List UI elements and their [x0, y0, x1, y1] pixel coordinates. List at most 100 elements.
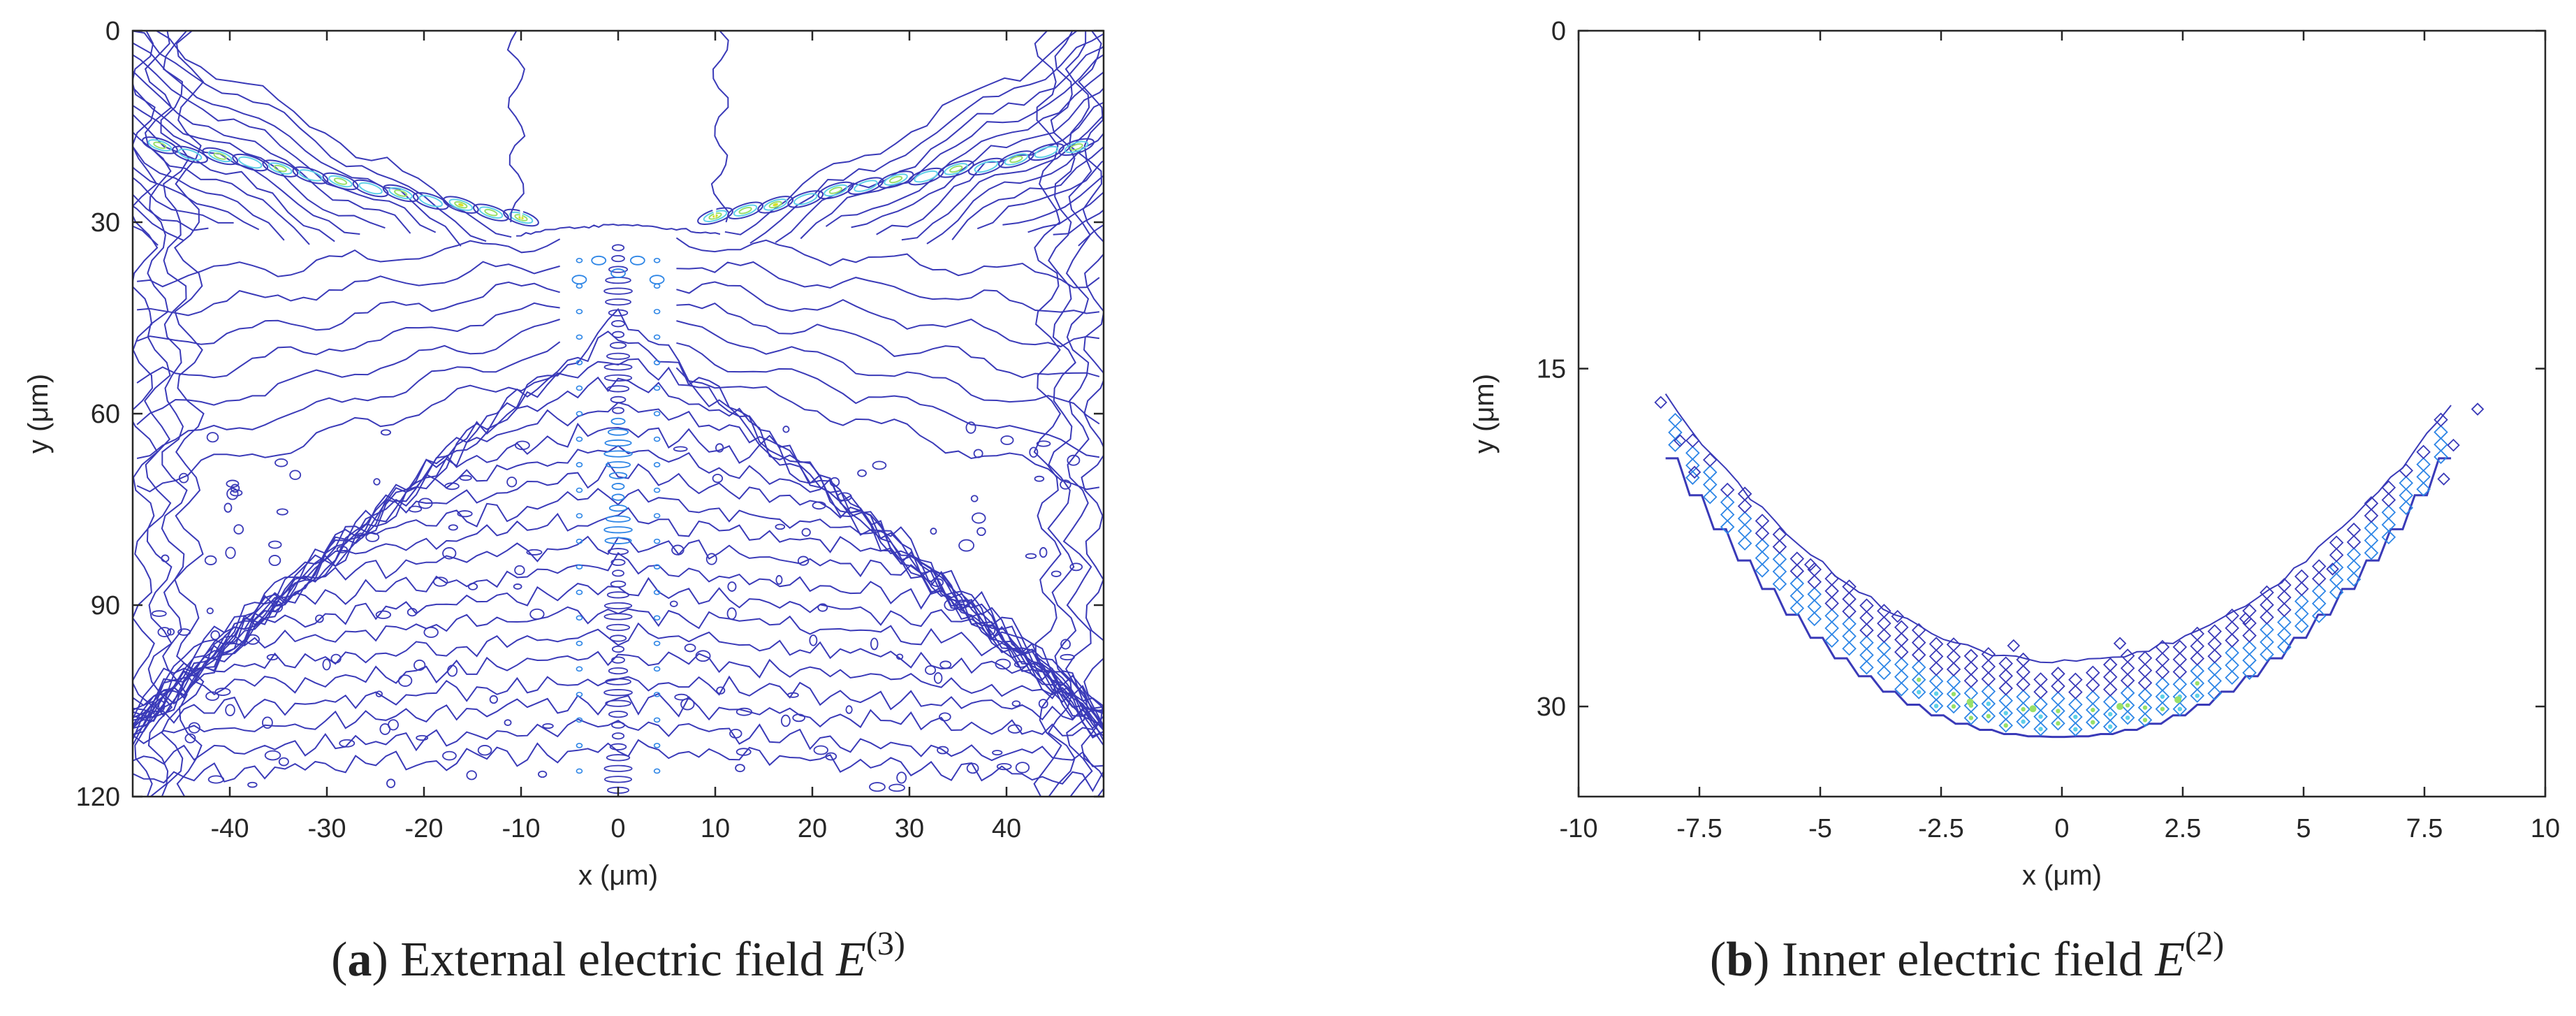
diamond-cell: [1981, 696, 1996, 711]
central-band-loop: [611, 254, 625, 263]
isolated-diamond: [2326, 563, 2339, 576]
central-band-dot: [576, 257, 583, 263]
x-tick-label: 5: [2296, 814, 2311, 843]
panel-b: -10 -7.5 -5 -2.5 0 2.5 5 7.5 10 0 15 30 x (μm) y (μm): [1469, 17, 2560, 891]
central-band-dot: [576, 360, 583, 365]
contour-line: [133, 145, 285, 241]
isolated-diamond: [1674, 434, 1687, 447]
diamond-cell: [1702, 490, 1718, 505]
diamond-cell: [2277, 627, 2292, 642]
diamond-cell: [2068, 697, 2083, 712]
contour-loop: [151, 610, 167, 617]
x-tick-label: 10: [2531, 814, 2560, 843]
contour-loop: [966, 762, 979, 774]
crescent-inner-edge: [1664, 393, 2452, 664]
diamond-cell: [2016, 677, 2030, 692]
caption-a-symbol: E: [836, 933, 866, 987]
diamond-cell: [2381, 480, 2396, 495]
contour-loop: [939, 660, 952, 669]
diamond-cell: [2086, 702, 2100, 718]
diamond-cell: [1963, 698, 1979, 713]
diamond-peak: [2091, 720, 2095, 725]
contour-line: [133, 739, 1104, 792]
diamond-cell: [2086, 665, 2100, 681]
diamond-cell: [1859, 660, 1874, 675]
x-tick-label: -20: [405, 814, 444, 843]
isolated-diamond: [1891, 609, 1904, 623]
diamond-cell: [2137, 663, 2153, 678]
contour-loop: [812, 501, 826, 510]
diamond-cell: [1807, 599, 1822, 614]
bright-band-mid: [388, 187, 413, 200]
diamond-cell: [1755, 514, 1770, 528]
diamond-cell: [2294, 581, 2309, 597]
diamond-cell: [2155, 689, 2170, 704]
diamond-peak: [2073, 714, 2078, 720]
diamond-cell: [1842, 641, 1857, 656]
contour-loop: [467, 583, 478, 590]
diamond-peak: [2177, 706, 2183, 711]
diamond-cell: [1842, 579, 1857, 594]
diamond-cell: [2399, 463, 2413, 478]
central-band-dot: [576, 666, 583, 672]
contour-loop: [971, 512, 986, 524]
central-band-loop: [610, 558, 626, 566]
contour-line: [133, 205, 184, 241]
contour-loop: [837, 492, 852, 502]
central-band-loop: [610, 395, 627, 404]
contour-loop: [444, 482, 460, 491]
diamond-cell: [1859, 635, 1874, 651]
diamond-cell: [2137, 651, 2153, 666]
peak-marker: [2029, 705, 2037, 713]
contour-loop: [397, 674, 413, 687]
diamond-cell: [1911, 660, 1926, 675]
central-band-dot: [576, 385, 583, 391]
contour-loop: [380, 429, 391, 436]
center-loop: [649, 275, 665, 285]
diamond-cell: [2329, 548, 2344, 563]
contour-line: [676, 261, 1100, 314]
contour-loop: [477, 745, 492, 756]
contour-loop: [447, 665, 458, 677]
diamond-cell: [2016, 665, 2030, 680]
bright-band-mid: [268, 162, 293, 175]
diamond-cell: [1772, 527, 1787, 542]
contour-loop: [513, 583, 522, 590]
contour-loop: [1029, 447, 1039, 458]
isolated-diamond: [2239, 612, 2253, 625]
diamond-cell: [2242, 653, 2257, 668]
central-band-loop: [605, 298, 631, 306]
diamond-cell: [2416, 444, 2431, 460]
diamond-peak: [1916, 677, 1922, 682]
diamond-peak: [2038, 714, 2043, 719]
diamond-cell: [1807, 587, 1822, 602]
diamond-cell: [2364, 508, 2379, 523]
diamond-cell: [1859, 611, 1874, 625]
central-band-loop: [603, 526, 633, 534]
central-band-loop: [611, 331, 625, 338]
diamond-cell: [2033, 697, 2048, 712]
diamond-cell: [1737, 486, 1752, 501]
caption-b-superscript: (2): [2185, 925, 2225, 962]
diamond-cell: [1772, 552, 1787, 567]
diamond-cell: [2051, 704, 2065, 718]
bright-band-outer: [202, 147, 238, 166]
diamond-cell: [1929, 699, 1944, 713]
x-tick-label: -7.5: [1676, 814, 1722, 843]
central-band-dot: [653, 462, 661, 467]
diamond-cell: [1859, 648, 1874, 662]
diamond-cell: [1894, 644, 1909, 660]
diamond-cell: [1668, 412, 1683, 428]
diamond-cell: [2381, 530, 2396, 544]
diamond-cell: [2311, 596, 2327, 611]
diamond-cell: [2225, 608, 2239, 623]
x-tick-label: 0: [610, 814, 625, 843]
bright-band-inner: [828, 187, 842, 194]
diamond-cell: [1929, 661, 1944, 676]
diamond-cell: [1772, 539, 1787, 554]
diamond-cell: [1720, 507, 1735, 522]
diamond-cell: [2120, 648, 2135, 663]
contour-line: [675, 237, 1100, 289]
diamond-cell: [2364, 496, 2379, 511]
diamond-cell: [1946, 687, 1961, 702]
